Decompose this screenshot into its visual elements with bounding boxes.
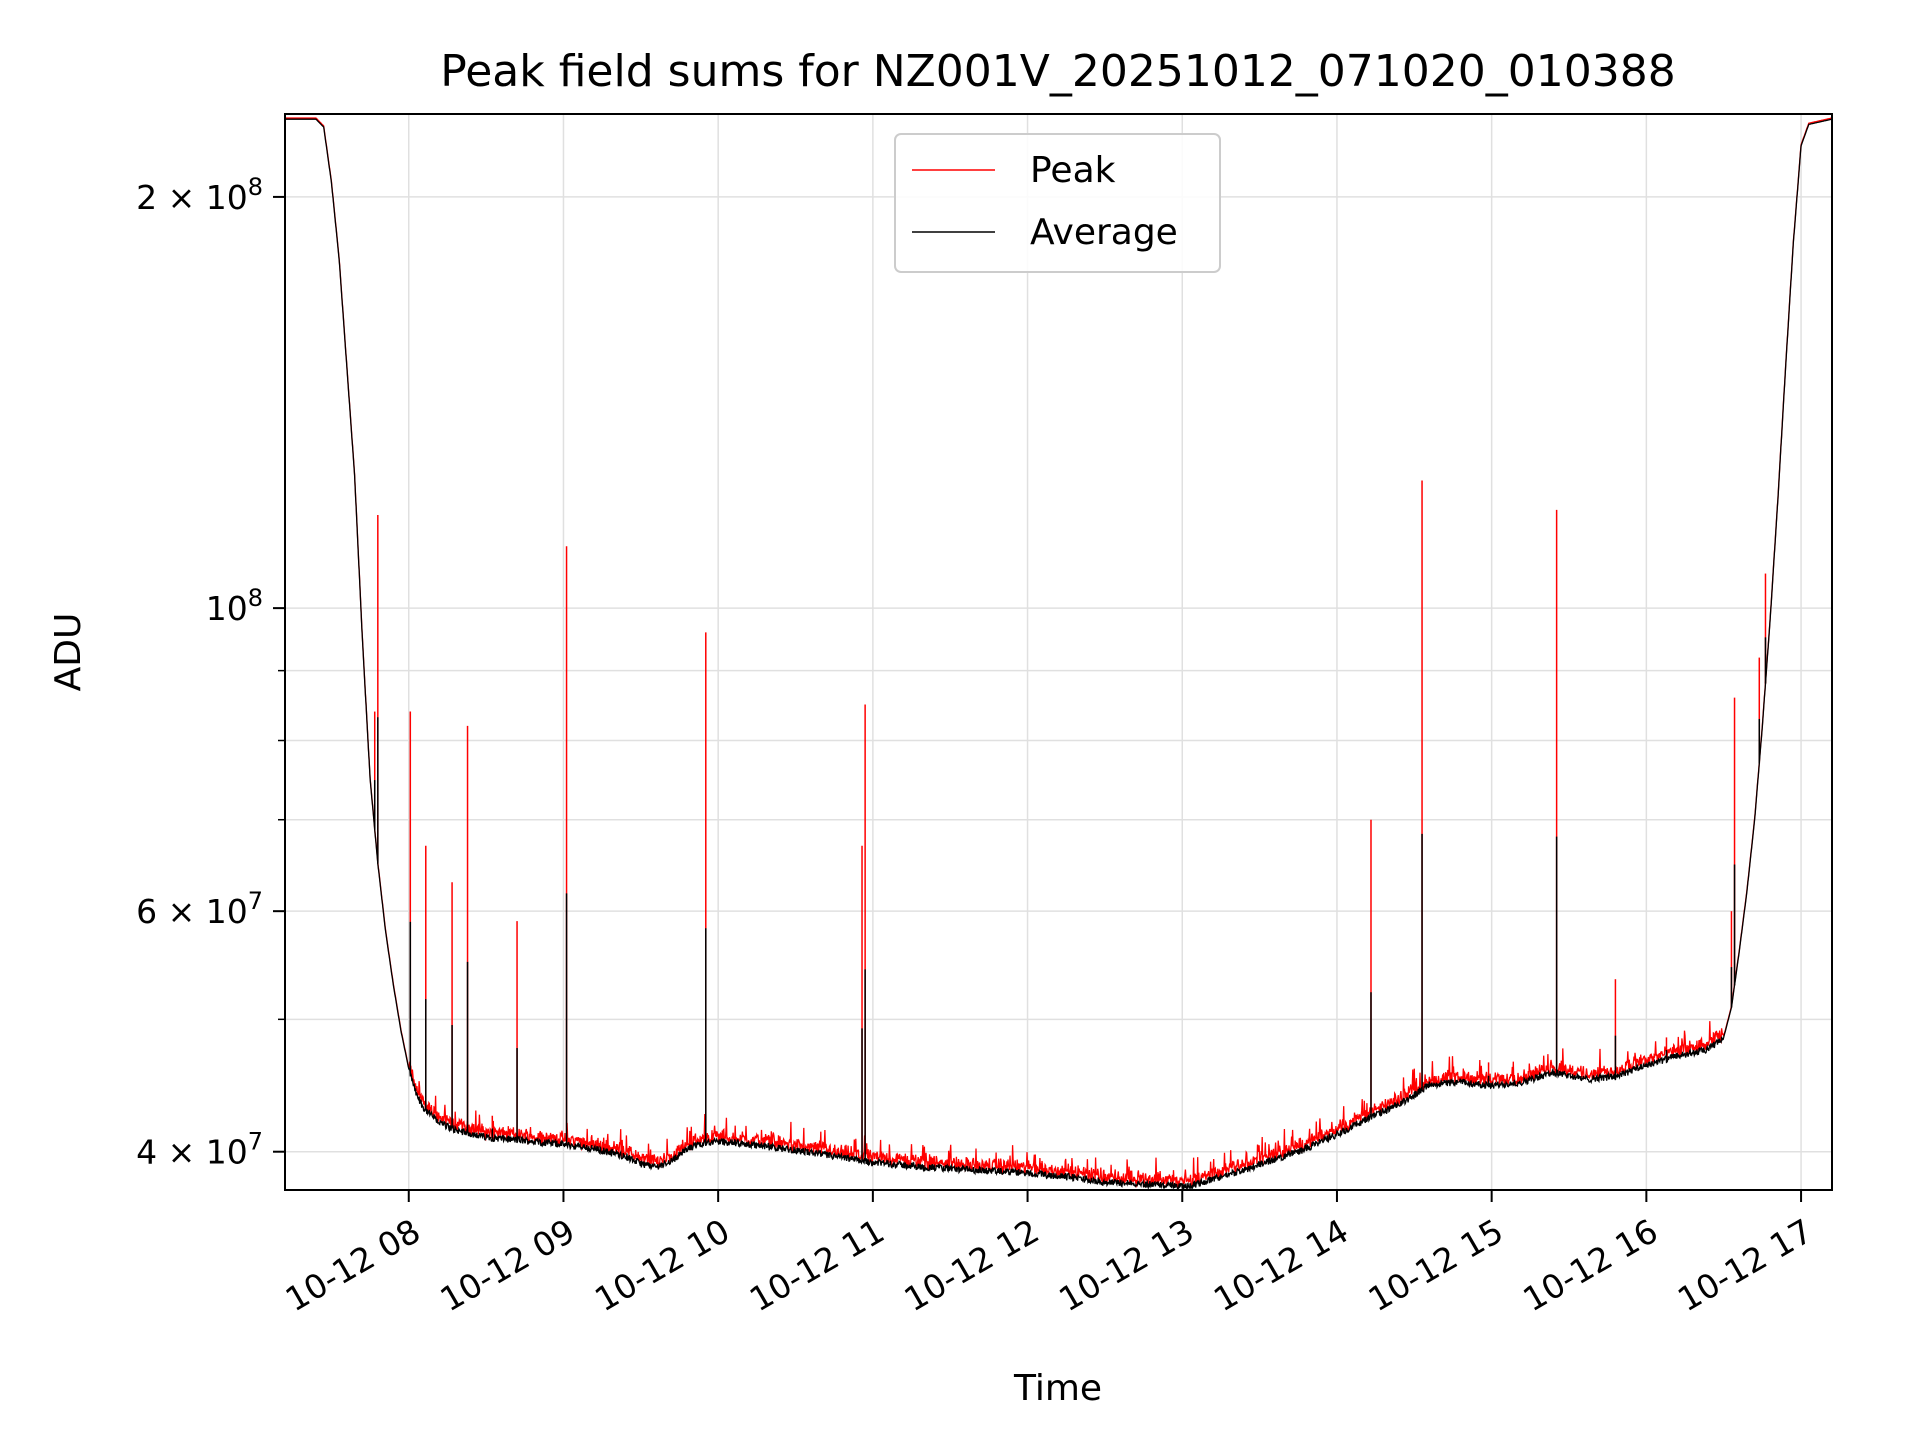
plot-frame bbox=[284, 113, 1833, 1191]
legend-peak-label: Peak bbox=[1030, 150, 1116, 191]
y-axis-label: ADU bbox=[48, 613, 89, 692]
y-tick-label: 2 × 108 bbox=[136, 173, 263, 217]
chart-title: Peak field sums for NZ001V_20251012_0710… bbox=[440, 46, 1675, 97]
legend-box bbox=[894, 133, 1221, 273]
average-series-line bbox=[285, 118, 1833, 1192]
y-tick-label: 6 × 107 bbox=[136, 887, 263, 931]
y-tick-label: 108 bbox=[206, 584, 263, 628]
legend-average-label: Average bbox=[1030, 212, 1178, 253]
x-axis-label: Time bbox=[1013, 1368, 1102, 1409]
grid-layer bbox=[285, 114, 1832, 1190]
legend: Peak Average bbox=[894, 133, 1221, 273]
peak-series-line bbox=[285, 117, 1833, 1189]
average-series bbox=[285, 118, 1833, 1192]
y-tick-label: 4 × 107 bbox=[136, 1128, 263, 1172]
